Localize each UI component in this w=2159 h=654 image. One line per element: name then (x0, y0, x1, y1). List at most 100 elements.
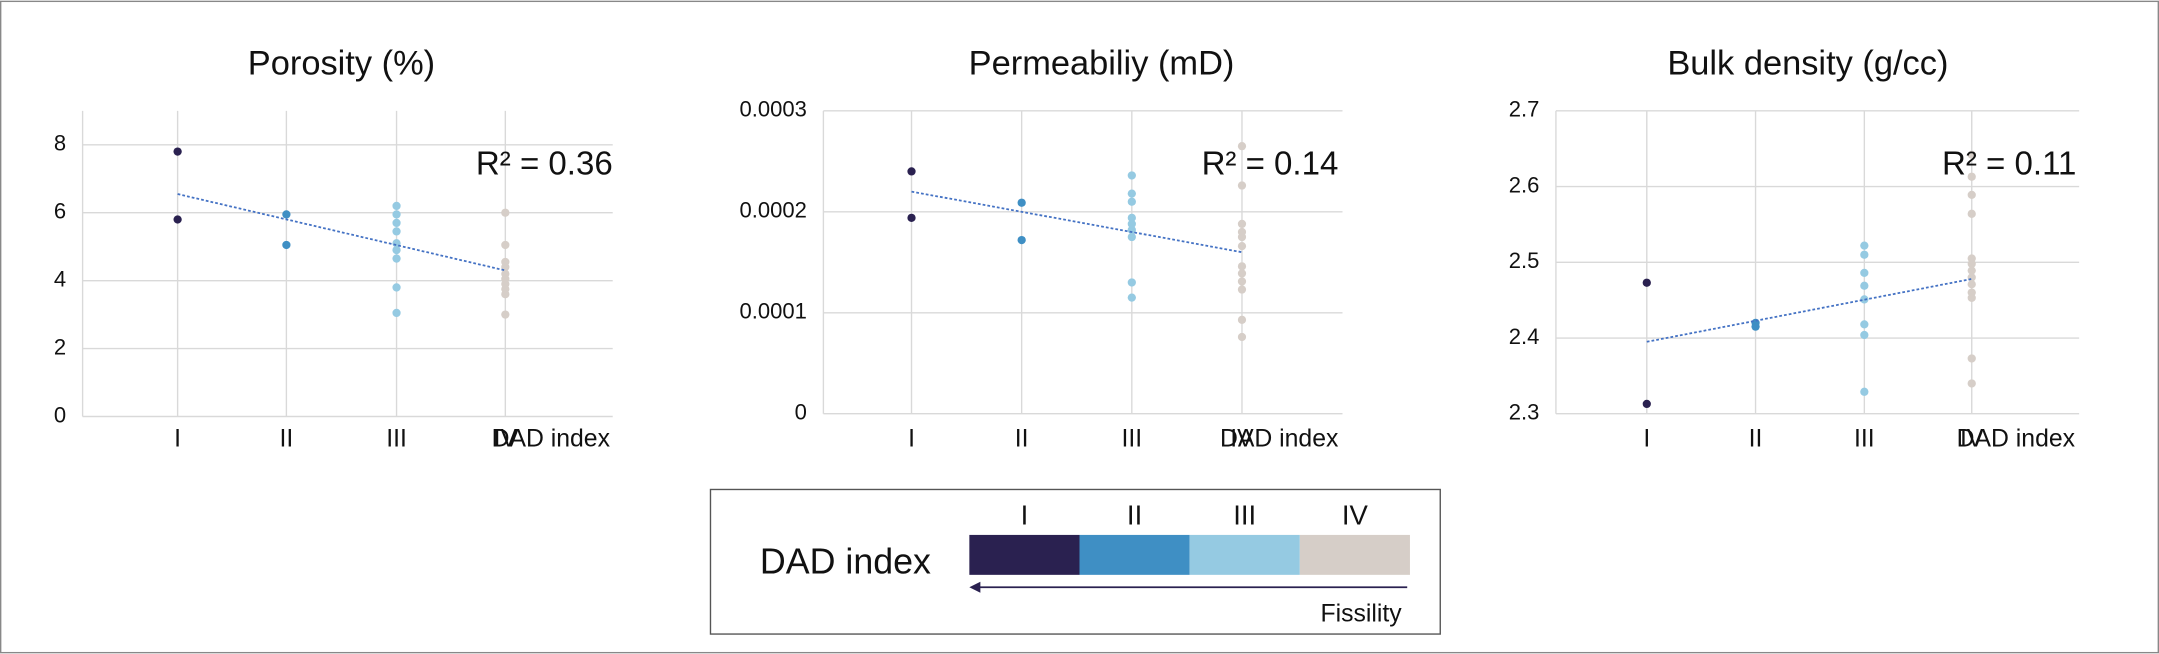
point (907, 167, 916, 176)
point (392, 283, 401, 292)
x-tick-label: IV (1230, 425, 1254, 452)
x-tick-label: IV (494, 425, 518, 452)
legend-arrowhead (969, 581, 981, 593)
point (501, 240, 510, 250)
y-tick-label: 0 (54, 402, 66, 427)
trendline (911, 190, 1243, 254)
point (1237, 219, 1247, 229)
point (282, 210, 291, 219)
legend-swatch (1299, 534, 1410, 575)
point (392, 201, 401, 211)
x-tick-label: II (1749, 425, 1763, 452)
legend-label: IV (1342, 499, 1369, 530)
point (1967, 280, 1976, 289)
point (1860, 241, 1869, 250)
point (907, 213, 916, 222)
point (1237, 181, 1247, 190)
legend-label: II (1127, 499, 1142, 530)
point (1237, 285, 1247, 294)
point (1127, 213, 1136, 222)
legend-swatch (969, 534, 1080, 575)
point (1860, 250, 1869, 259)
point (1127, 278, 1136, 287)
x-tick-label: I (174, 425, 181, 452)
point (1860, 330, 1869, 340)
point (501, 290, 510, 299)
point (392, 218, 401, 228)
point (1967, 379, 1976, 388)
point (392, 308, 401, 318)
chart-title: Porosity (%) (248, 44, 435, 82)
y-tick-label: 2.7 (1509, 97, 1540, 122)
legend-label: III (1233, 499, 1256, 530)
x-axis-label: DAD index (1957, 425, 2076, 452)
point (1127, 189, 1136, 198)
y-tick-label: 6 (54, 199, 66, 224)
annotation: R² = 0.14 (1202, 146, 1339, 183)
x-axis-label: DAD index (1220, 425, 1339, 452)
point (1860, 281, 1869, 290)
point (1967, 150, 1976, 159)
trendline (1646, 278, 1972, 343)
y-tick-label: 4 (54, 266, 66, 291)
chart-title: Permeabiliy (mD) (969, 44, 1235, 82)
point (1967, 266, 1976, 275)
point (1642, 278, 1651, 287)
point (173, 215, 182, 224)
point (1967, 172, 1976, 181)
point (392, 210, 401, 219)
point (392, 254, 401, 263)
y-tick-label: 0.0003 (740, 97, 807, 122)
point (392, 245, 401, 255)
point (1967, 209, 1976, 218)
point (1237, 232, 1247, 242)
point (1751, 322, 1760, 331)
point (282, 240, 291, 250)
legend-note: Fissility (1321, 600, 1403, 627)
annotation: R² = 0.11 (1942, 146, 2076, 183)
x-tick-label: I (1643, 425, 1650, 452)
annotation: R² = 0.36 (476, 146, 613, 183)
point (1967, 190, 1976, 200)
y-tick-label: 0 (795, 400, 807, 425)
legend-label: I (1021, 499, 1029, 530)
point (1967, 259, 1976, 268)
x-tick-label: III (386, 425, 407, 452)
point (392, 227, 401, 236)
point (501, 310, 510, 319)
chart-title: Bulk density (g/cc) (1667, 44, 1948, 82)
x-tick-label: I (908, 425, 915, 452)
y-tick-label: 0.0001 (740, 299, 807, 324)
point (1967, 293, 1976, 303)
x-axis-label: DAD index (492, 425, 611, 452)
x-tick-label: II (280, 425, 294, 452)
point (1127, 219, 1136, 229)
point (1967, 354, 1976, 363)
legend-title: DAD index (760, 541, 931, 581)
x-tick-label: IV (1960, 425, 1984, 452)
trendline (177, 193, 506, 272)
point (1860, 387, 1869, 396)
y-tick-label: 2.3 (1509, 400, 1540, 425)
point (1237, 269, 1247, 278)
point (1860, 295, 1869, 304)
y-tick-label: 2 (54, 334, 66, 359)
point (501, 208, 510, 217)
x-tick-label: III (1854, 425, 1875, 452)
y-tick-label: 8 (54, 131, 66, 156)
legend-swatch (1079, 534, 1190, 575)
y-tick-label: 2.4 (1509, 324, 1540, 349)
point (1642, 399, 1651, 409)
point (1017, 235, 1026, 245)
point (1127, 232, 1136, 242)
point (1237, 262, 1247, 271)
point (1237, 315, 1247, 324)
y-tick-label: 2.5 (1509, 248, 1540, 273)
point (173, 147, 182, 156)
point (1860, 268, 1869, 278)
point (1237, 241, 1247, 251)
x-tick-label: II (1015, 425, 1029, 452)
point (1127, 197, 1136, 206)
point (1017, 198, 1026, 207)
